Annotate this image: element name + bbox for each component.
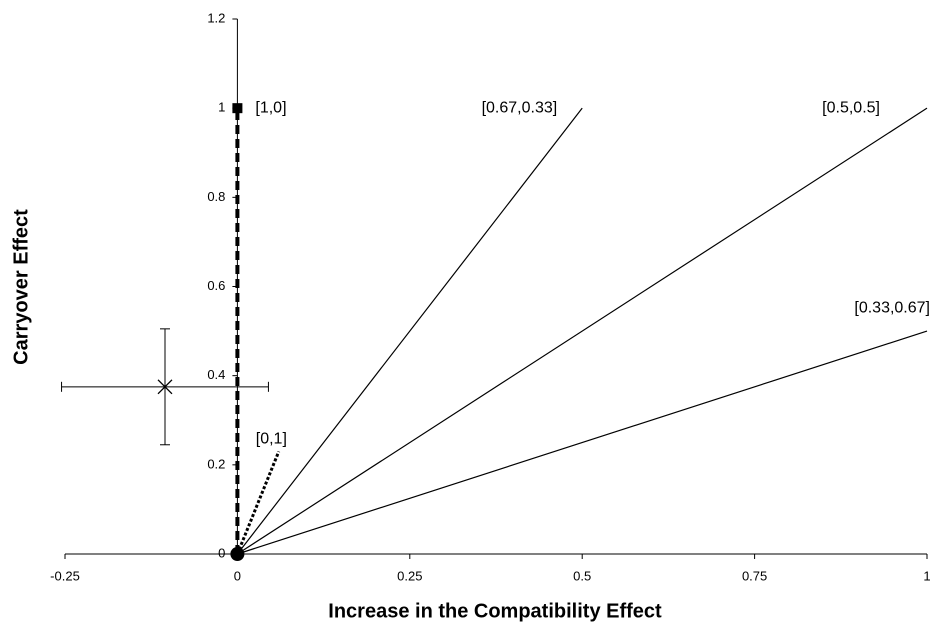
- y-tick-label: 1.2: [207, 10, 225, 25]
- y-tick-label: 0.6: [207, 278, 225, 293]
- series-line: [237, 107, 928, 555]
- series-label: [0.33,0.67]: [854, 299, 930, 316]
- series-label: [0.67,0.33]: [482, 99, 558, 116]
- x-tick-label: 0.25: [397, 568, 422, 583]
- y-tick-label: 0.2: [207, 456, 225, 471]
- series-label: [0.5,0.5]: [822, 99, 880, 116]
- x-axis-title: Increase in the Compatibility Effect: [328, 600, 662, 622]
- series-line: [236, 450, 281, 555]
- point-marker: [232, 103, 243, 114]
- x-tick-label: 0.75: [742, 568, 767, 583]
- y-tick-label: 0.8: [207, 189, 225, 204]
- x-tick-label: 0: [234, 568, 241, 583]
- y-axis-title: Carryover Effect: [10, 209, 32, 365]
- y-tick-label: 0.4: [207, 367, 225, 382]
- x-tick-label: -0.25: [50, 568, 80, 583]
- series-line: [237, 330, 928, 555]
- series-label: [1,0]: [255, 99, 286, 116]
- x-tick-label: 1: [923, 568, 930, 583]
- y-tick-label: 0: [218, 545, 225, 560]
- series-label: [0,1]: [256, 431, 287, 448]
- series-line: [236, 107, 583, 555]
- point-marker: [157, 379, 173, 395]
- x-tick-label: 0.5: [573, 568, 591, 583]
- y-tick-label: 1: [218, 100, 225, 115]
